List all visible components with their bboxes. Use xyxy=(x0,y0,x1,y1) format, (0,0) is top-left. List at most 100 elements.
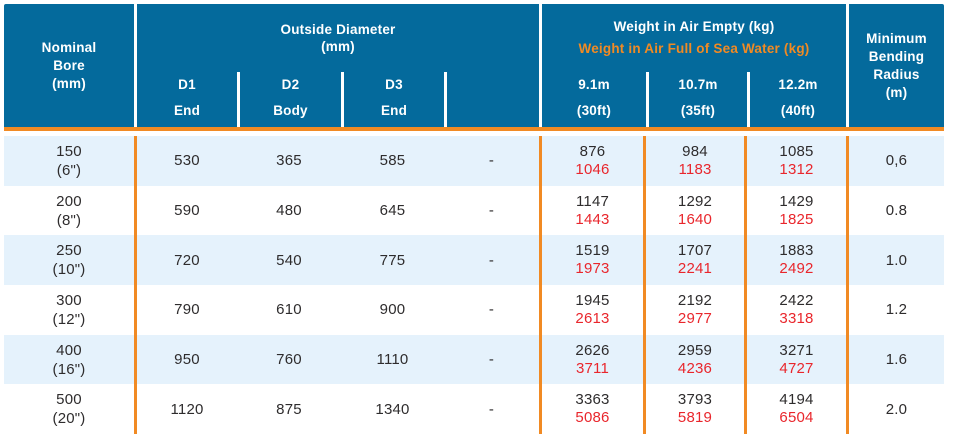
header-min-bending-radius: Minimum Bending Radius (m) xyxy=(866,30,927,100)
table-row: 150 (6") 530 365 585 - 876 1046 984 1183… xyxy=(4,136,944,186)
weight-12-2-cell: 3271 4727 xyxy=(747,334,849,385)
header-nominal-bore: Nominal Bore (mm) xyxy=(4,4,137,127)
d2-sublabel: Body xyxy=(273,102,308,118)
length-10-7m-label: 10.7m xyxy=(678,76,718,92)
weight-full-value: 1312 xyxy=(779,160,814,178)
hose-spec-table: Nominal Bore (mm) Outside Diameter (mm) … xyxy=(4,4,944,435)
subheader-length-10-7m: 10.7m (35ft) xyxy=(646,71,747,127)
weight-full-value: 4727 xyxy=(779,359,814,377)
weight-empty-value: 1707 xyxy=(677,242,713,260)
subheader-length-9-1m: 9.1m (30ft) xyxy=(542,72,646,127)
weight-12-2-cell: 1085 1312 xyxy=(747,136,849,186)
header-weight-titles: Weight in Air Empty (kg) Weight in Air F… xyxy=(542,4,846,72)
radius-cell: 1.2 xyxy=(885,301,908,319)
weight-empty-value: 2959 xyxy=(677,341,713,359)
table-row: 300 (12") 790 610 900 - 1945 2613 2192 2… xyxy=(4,285,944,335)
weight-full-value: 3711 xyxy=(575,359,610,377)
bore-cell: 300 (12") xyxy=(4,285,137,335)
d3-cell: 1340 xyxy=(375,400,410,418)
table-row: 500 (20") 1120 875 1340 - 3363 5086 3793… xyxy=(4,384,944,435)
weight-full-value: 4236 xyxy=(677,359,713,377)
header-outside-diameter-title: Outside Diameter (mm) xyxy=(280,21,396,54)
header-outside-diameter-section: Outside Diameter (mm) D1 End D2 Body D3 … xyxy=(137,4,542,127)
weight-empty-value: 984 xyxy=(682,142,708,160)
d1-cell: 590 xyxy=(174,202,200,219)
weight-10-7-cell: 1707 2241 xyxy=(646,235,747,286)
weight-empty-value: 1147 xyxy=(575,192,610,210)
weight-empty-value: 3363 xyxy=(575,391,610,409)
subheader-d3: D3 End xyxy=(341,71,444,127)
table-header: Nominal Bore (mm) Outside Diameter (mm) … xyxy=(4,4,944,131)
d2-cell: 540 xyxy=(276,251,302,269)
bore-cell: 200 (8") xyxy=(4,185,137,236)
table-row: 250 (10") 720 540 775 - 1519 1973 1707 2… xyxy=(4,235,944,286)
weight-12-2-cell: 2422 3318 xyxy=(747,285,849,335)
weight-10-7-cell: 1292 1640 xyxy=(646,185,747,236)
weight-10-7-cell: 2959 4236 xyxy=(646,334,747,385)
d3-sublabel: End xyxy=(380,102,408,118)
d1-cell: 530 xyxy=(174,152,200,170)
d4-cell: - xyxy=(444,185,542,236)
weight-empty-value: 3793 xyxy=(677,391,713,409)
weight-empty-value: 4194 xyxy=(779,391,814,409)
weight-full-value: 5819 xyxy=(677,409,713,427)
weight-full-value: 3318 xyxy=(779,309,814,327)
radius-cell: 1.0 xyxy=(885,251,908,269)
length-9-1m-sublabel: (30ft) xyxy=(576,102,612,118)
weight-full-value: 2613 xyxy=(575,309,610,327)
d2-cell: 365 xyxy=(276,152,302,170)
weight-full-value: 1443 xyxy=(575,210,610,228)
weight-empty-value: 1085 xyxy=(779,142,814,160)
length-12-2m-label: 12.2m xyxy=(778,76,818,92)
weight-empty-value: 1945 xyxy=(575,291,610,309)
d2-cell: 875 xyxy=(276,400,302,418)
subheader-d1: D1 End xyxy=(137,72,237,127)
subheader-length-12-2m: 12.2m (40ft) xyxy=(747,71,846,127)
weight-subheader: 9.1m (30ft) 10.7m (35ft) 12.2m (40ft) xyxy=(542,71,846,127)
d3-cell: 900 xyxy=(379,301,406,319)
weight-full-value: 5086 xyxy=(575,409,610,427)
d3-cell: 1110 xyxy=(376,351,409,369)
table-row: 400 (16") 950 760 1110 - 2626 3711 2959 … xyxy=(4,334,944,385)
weight-full-value: 2241 xyxy=(677,260,713,278)
table-body: 150 (6") 530 365 585 - 876 1046 984 1183… xyxy=(4,136,944,435)
d1-cell: 720 xyxy=(174,251,200,269)
radius-cell: 1.6 xyxy=(885,351,908,369)
weight-full-value: 1825 xyxy=(779,210,814,228)
weight-10-7-cell: 984 1183 xyxy=(646,136,747,186)
outside-diameter-subheader: D1 End D2 Body D3 End xyxy=(137,71,539,127)
weight-12-2-cell: 1883 2492 xyxy=(747,235,849,286)
d1-cell: 1120 xyxy=(170,400,204,418)
bore-cell: 400 (16") xyxy=(4,334,137,385)
weight-full-value: 2492 xyxy=(779,260,814,278)
d3-label: D3 xyxy=(385,76,403,92)
length-9-1m-label: 9.1m xyxy=(578,76,610,92)
bore-cell: 250 (10") xyxy=(4,235,137,286)
d1-cell: 950 xyxy=(174,351,200,369)
d1-label: D1 xyxy=(178,76,196,92)
subheader-d4-empty xyxy=(444,71,539,127)
weight-12-2-cell: 1429 1825 xyxy=(747,185,849,236)
table-row: 200 (8") 590 480 645 - 1147 1443 1292 16… xyxy=(4,185,944,236)
bore-cell: 150 (6") xyxy=(4,136,137,186)
d3-cell: 585 xyxy=(379,152,406,170)
d3-cell: 645 xyxy=(379,202,406,219)
weight-full-title: Weight in Air Full of Sea Water (kg) xyxy=(578,41,810,57)
weight-empty-value: 876 xyxy=(579,142,606,160)
weight-empty-value: 2192 xyxy=(677,291,713,309)
weight-9-1-cell: 1519 1973 xyxy=(542,235,646,286)
d4-cell: - xyxy=(444,285,542,335)
d4-cell: - xyxy=(444,136,542,186)
weight-empty-value: 2626 xyxy=(575,341,610,359)
weight-empty-value: 1519 xyxy=(575,242,610,260)
weight-full-value: 1183 xyxy=(678,160,712,178)
weight-empty-value: 1883 xyxy=(779,242,814,260)
header-weight-section: Weight in Air Empty (kg) Weight in Air F… xyxy=(542,4,849,127)
length-12-2m-sublabel: (40ft) xyxy=(780,102,816,118)
weight-12-2-cell: 4194 6504 xyxy=(747,384,849,435)
d2-cell: 610 xyxy=(276,301,302,319)
d4-cell: - xyxy=(444,334,542,385)
d4-cell: - xyxy=(444,235,542,286)
weight-empty-value: 3271 xyxy=(779,341,814,359)
weight-full-value: 1046 xyxy=(575,160,610,178)
